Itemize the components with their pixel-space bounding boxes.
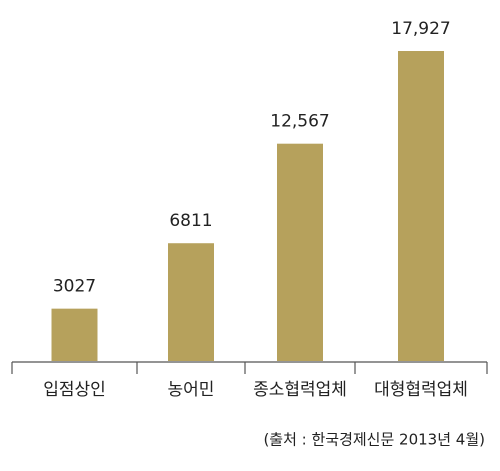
value-label: 17,927: [391, 19, 450, 39]
bar: [277, 143, 323, 361]
x-tick-label: 농어민: [168, 380, 215, 400]
source-note: (출처 : 한국경제신문 2013년 4월): [263, 431, 485, 449]
value-label: 6811: [169, 211, 212, 231]
x-tick-label: 대형협력업체: [374, 380, 468, 400]
x-tick-label: 종소협력업체: [253, 380, 347, 400]
x-tick-label: 입점상인: [43, 380, 106, 400]
bar: [398, 51, 444, 361]
bar: [51, 308, 98, 361]
value-label: 3027: [53, 277, 96, 297]
value-label: 12,567: [270, 112, 329, 132]
bar: [168, 243, 214, 361]
